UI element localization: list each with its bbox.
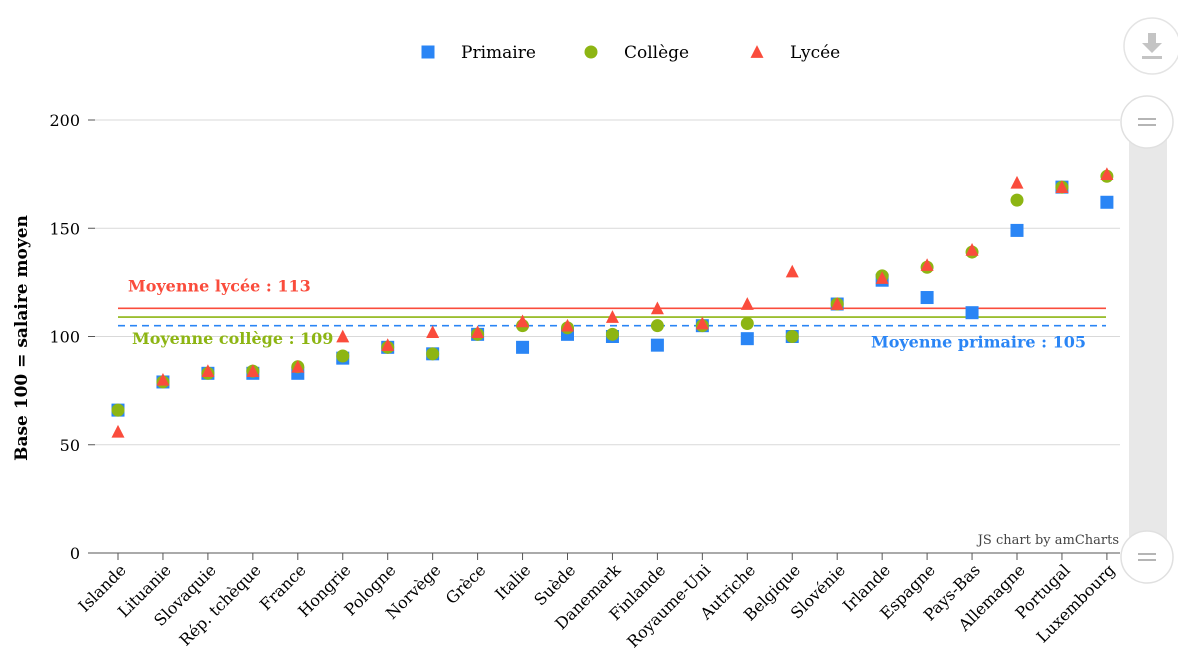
vertical-scrollbar-track[interactable] xyxy=(1129,122,1167,558)
y-tick-label: 200 xyxy=(49,111,80,130)
y-tick-label: 100 xyxy=(49,328,80,347)
data-point xyxy=(561,318,574,332)
data-point xyxy=(605,327,619,341)
x-tick-label: Grèce xyxy=(442,560,490,608)
y-tick-label: 0 xyxy=(70,544,80,563)
data-point xyxy=(650,338,664,352)
reference-line-label: Moyenne primaire : 105 xyxy=(871,333,1086,352)
data-point xyxy=(1055,180,1069,193)
data-point xyxy=(156,372,170,386)
legend-marker xyxy=(750,45,764,58)
data-point xyxy=(381,338,395,352)
y-tick-label: 150 xyxy=(49,219,80,238)
legend-label: Primaire xyxy=(461,43,536,63)
data-point xyxy=(516,314,530,328)
y-axis-ticks: 0 50 100 150 200 xyxy=(49,111,95,563)
data-point xyxy=(650,301,664,315)
reference-line-label: Moyenne lycée : 113 xyxy=(128,276,311,295)
data-point xyxy=(920,258,934,271)
series-square xyxy=(111,180,1114,417)
data-point xyxy=(291,359,305,373)
reference-lines: Moyenne lycée : 113 Moyenne collège : 109… xyxy=(118,276,1106,352)
data-point xyxy=(605,310,619,323)
data-point xyxy=(336,349,350,363)
data-points xyxy=(111,167,1114,438)
data-point xyxy=(740,297,754,310)
legend-marker xyxy=(584,45,598,59)
legend-label: Lycée xyxy=(790,43,840,63)
legend-marker xyxy=(421,45,435,59)
x-tick-label: Rép. tchèque xyxy=(176,560,265,649)
data-point xyxy=(426,347,440,361)
scrollbar-top-handle[interactable] xyxy=(1120,95,1174,149)
data-point xyxy=(785,330,799,343)
x-tick-label: Luxembourg xyxy=(1033,560,1119,646)
download-icon xyxy=(1142,33,1162,59)
data-point xyxy=(471,325,485,339)
data-point xyxy=(965,243,979,256)
data-point xyxy=(965,306,979,320)
legend-item-square[interactable]: Primaire xyxy=(421,43,536,63)
data-point xyxy=(1010,175,1024,189)
data-point xyxy=(1010,223,1024,237)
download-button[interactable] xyxy=(1123,17,1178,75)
data-point xyxy=(830,297,844,310)
data-point xyxy=(920,291,934,305)
reference-line-label: Moyenne collège : 109 xyxy=(132,329,333,348)
data-point xyxy=(1010,193,1024,207)
data-point xyxy=(695,316,709,330)
x-tick-label: Italie xyxy=(491,560,534,603)
data-point xyxy=(650,319,664,333)
grip-lines-icon xyxy=(1138,553,1156,561)
data-point xyxy=(740,317,754,331)
data-point xyxy=(516,340,530,354)
data-point xyxy=(111,424,125,438)
y-tick-label: 50 xyxy=(60,436,80,455)
chart-credit[interactable]: JS chart by amCharts xyxy=(976,533,1119,548)
data-point xyxy=(875,271,889,284)
data-point xyxy=(201,364,215,377)
scrollbar-bottom-handle[interactable] xyxy=(1120,530,1174,584)
data-point xyxy=(1100,167,1114,180)
data-point xyxy=(1100,195,1114,209)
grip-lines-icon xyxy=(1138,118,1156,126)
series-triangle xyxy=(111,167,1114,438)
data-point xyxy=(336,329,350,343)
data-point xyxy=(426,325,440,339)
data-point xyxy=(740,332,754,346)
legend-label: Collège xyxy=(624,43,689,63)
y-axis-label: Base 100 = salaire moyen xyxy=(12,215,32,461)
legend-item-circle[interactable]: Collège xyxy=(584,43,690,63)
data-point xyxy=(111,403,125,417)
data-point xyxy=(785,264,799,278)
legend[interactable]: Primaire Collège Lycée xyxy=(421,43,841,63)
data-point xyxy=(246,364,260,377)
legend-item-triangle[interactable]: Lycée xyxy=(750,43,841,63)
